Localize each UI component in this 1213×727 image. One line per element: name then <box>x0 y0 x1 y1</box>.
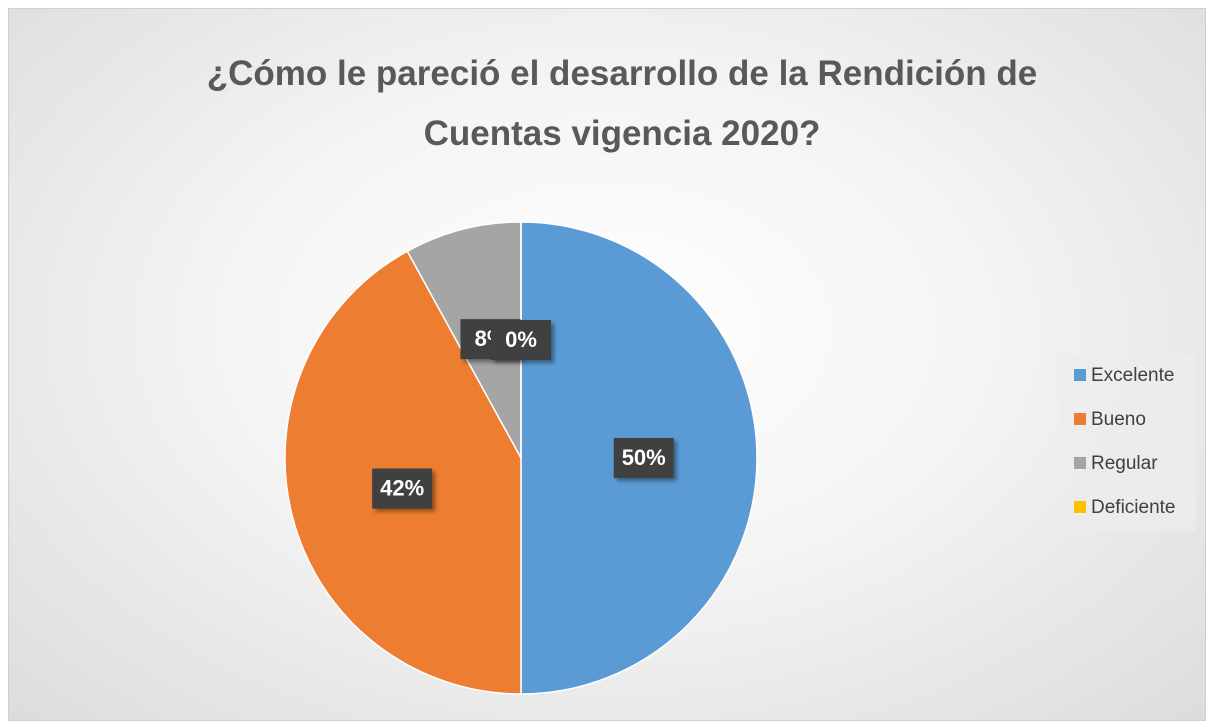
data-label-box <box>372 468 433 509</box>
data-label: 50% <box>622 445 666 470</box>
legend-swatch <box>1074 457 1086 469</box>
legend-swatch <box>1074 501 1086 513</box>
legend-label: Bueno <box>1091 409 1146 430</box>
legend-label: Excelente <box>1091 365 1174 386</box>
legend-swatch <box>1074 413 1086 425</box>
chart-title: ¿Cómo le pareció el desarrollo de la Ren… <box>206 54 1038 153</box>
legend-label: Deficiente <box>1091 497 1176 518</box>
legend-label: Regular <box>1091 453 1158 474</box>
data-label: 42% <box>380 475 424 500</box>
data-label-box <box>613 438 674 478</box>
data-label: 0% <box>505 327 537 352</box>
legend-swatch <box>1074 369 1086 381</box>
data-label-box <box>491 320 551 360</box>
